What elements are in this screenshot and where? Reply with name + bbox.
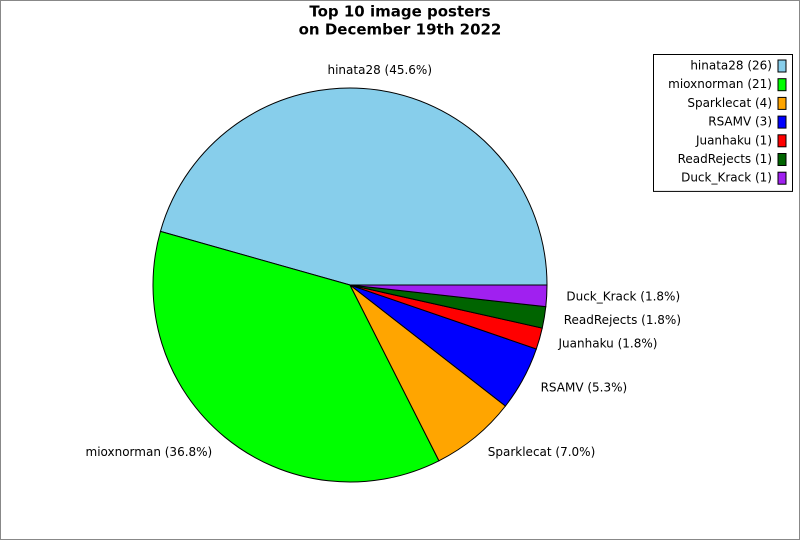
- slice-label: Sparklecat (7.0%): [488, 445, 596, 459]
- legend-box: [653, 54, 793, 192]
- legend-label: RSAMV (3): [708, 115, 772, 129]
- chart-title: Top 10 image posters: [309, 3, 490, 21]
- legend-label: Sparklecat (4): [687, 96, 772, 110]
- legend-label: Duck_Krack (1): [681, 171, 772, 185]
- legend-label: mioxnorman (21): [668, 77, 772, 91]
- legend-swatch: [777, 134, 787, 148]
- slice-label: hinata28 (45.6%): [327, 63, 432, 77]
- pie-slice: [152, 230, 440, 483]
- legend-swatch: [777, 78, 787, 92]
- legend-swatch: [777, 96, 787, 110]
- slice-label: RSAMV (5.3%): [541, 381, 628, 395]
- legend-swatch: [777, 59, 787, 73]
- slice-label: ReadRejects (1.8%): [564, 313, 681, 327]
- slice-label: Juanhaku (1.8%): [558, 336, 658, 350]
- legend-swatch: [777, 115, 787, 129]
- legend-swatch: [777, 153, 787, 166]
- slice-label: Duck_Krack (1.8%): [566, 289, 680, 303]
- legend-label: hinata28 (26): [690, 59, 772, 73]
- legend-label: Juanhaku (1): [695, 133, 772, 147]
- pie-slice: [349, 284, 548, 308]
- legend-swatch: [777, 171, 787, 185]
- pie-slice: [159, 87, 548, 286]
- chart-title: on December 19th 2022: [299, 21, 502, 39]
- slice-label: mioxnorman (36.8%): [86, 445, 213, 459]
- legend-label: ReadRejects (1): [678, 152, 772, 166]
